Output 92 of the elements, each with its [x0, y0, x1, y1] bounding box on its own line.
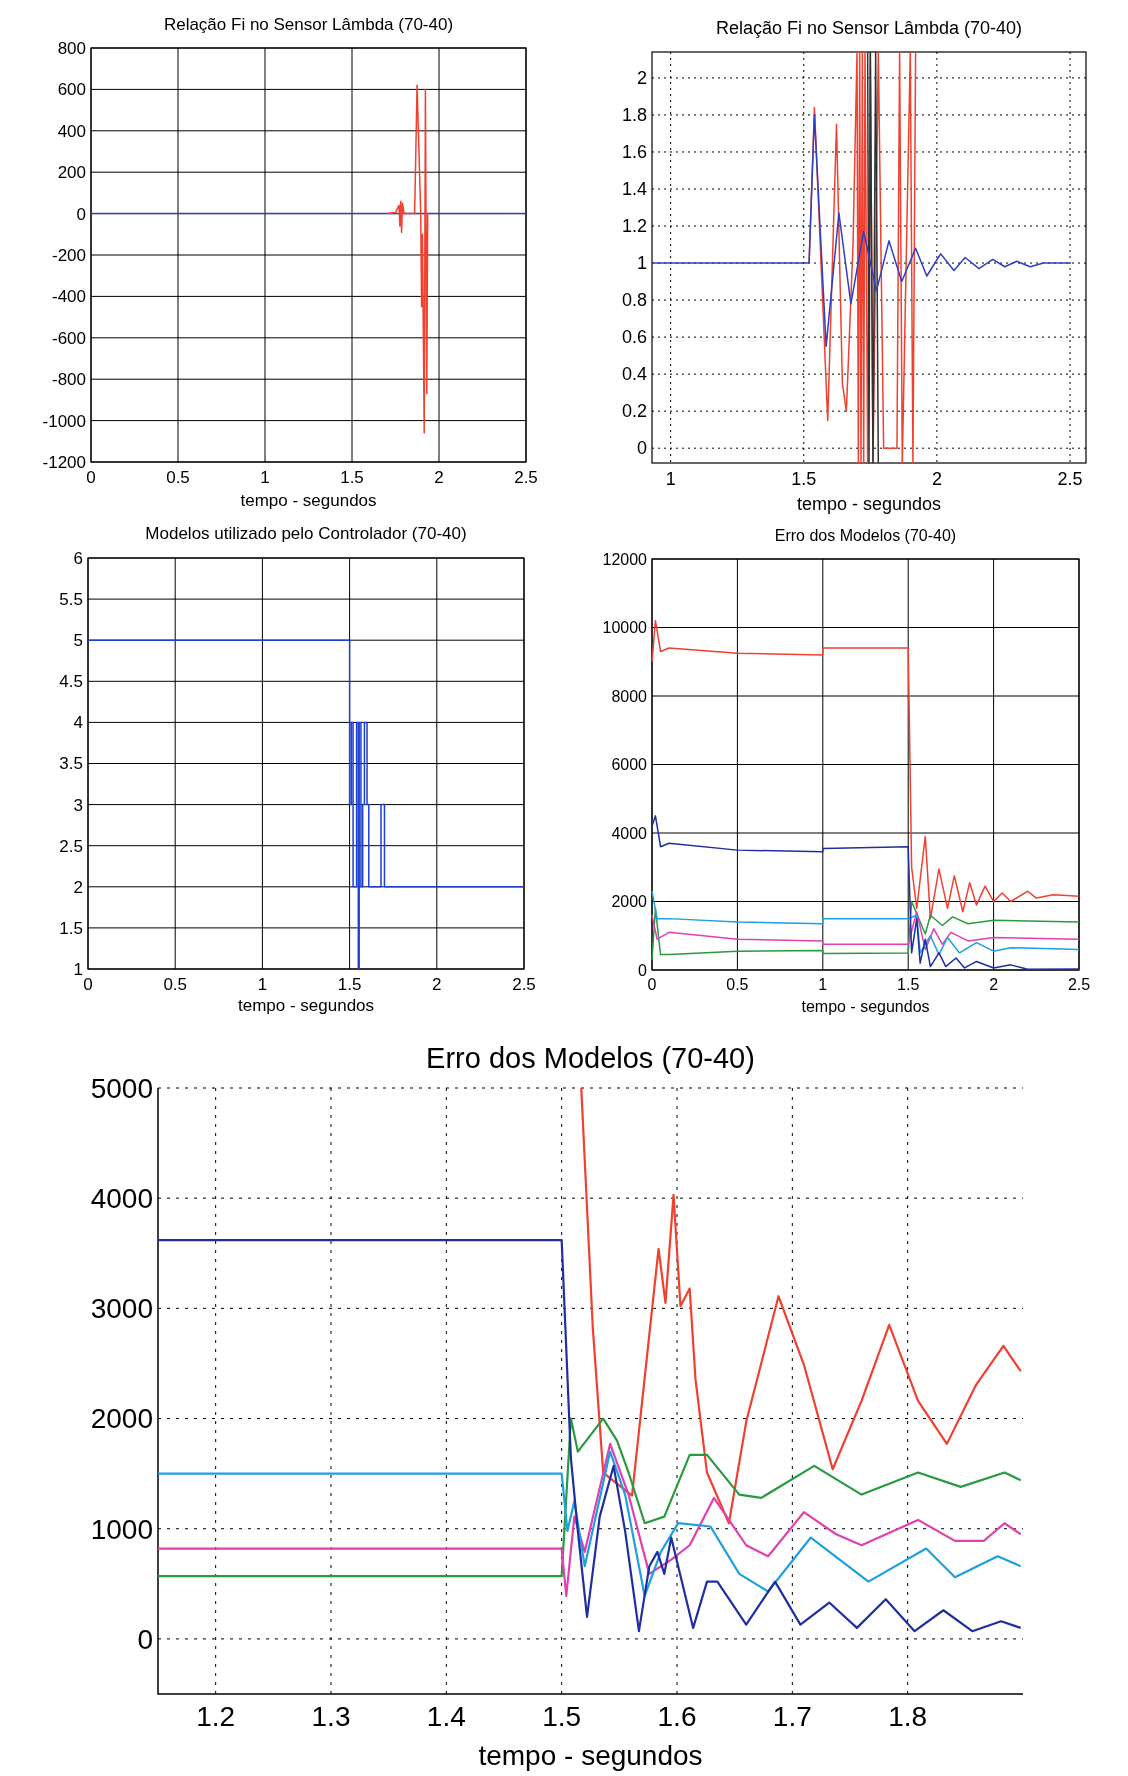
y-tick-label: 5 [73, 631, 83, 651]
y-tick-label: -1000 [42, 411, 86, 431]
line-series [580, 1086, 1022, 1525]
y-tick-label: -1200 [42, 452, 86, 472]
x-axis-title: tempo - segundos [237, 996, 375, 1015]
y-tick-label: 2000 [90, 1403, 153, 1435]
x-tick-label: 1 [260, 468, 270, 487]
y-tick-label: -800 [51, 370, 86, 390]
y-tick-label: 0.4 [621, 364, 647, 385]
y-tick-label: 1000 [90, 1513, 153, 1545]
x-tick-label: 1.5 [340, 468, 364, 487]
y-tick-label: 10000 [602, 619, 648, 637]
line-series [651, 911, 1080, 951]
y-tick-label: 0 [137, 1623, 153, 1655]
y-tick-label: 0.6 [621, 327, 647, 348]
x-axis-title: tempo - segundos [240, 491, 377, 510]
x-tick-label: 1.5 [791, 469, 817, 489]
y-tick-label: 6 [73, 548, 83, 568]
y-tick-label: 4.5 [59, 672, 83, 692]
line-series [651, 114, 1071, 348]
y-tick-label: 800 [57, 38, 86, 58]
x-tick-label: 1.5 [337, 975, 362, 994]
x-tick-label: 2.5 [1067, 976, 1091, 993]
line-series [651, 619, 1080, 920]
y-tick-label: 8000 [611, 687, 648, 705]
y-tick-label: 3000 [90, 1293, 153, 1325]
x-tick-label: 1 [818, 976, 828, 993]
chart-title: Erro dos Modelos (70-40) [774, 527, 957, 544]
y-tick-label: 0 [638, 961, 648, 979]
y-tick-label: 1 [636, 253, 647, 274]
x-tick-label: 0.5 [726, 976, 749, 993]
y-tick-label: 1 [73, 959, 83, 979]
line-series [386, 84, 430, 434]
y-tick-label: 5000 [90, 1072, 153, 1104]
x-tick-label: 2.5 [1057, 469, 1083, 489]
y-tick-label: 3.5 [59, 754, 83, 774]
y-tick-label: 400 [57, 121, 86, 141]
x-tick-label: 2 [931, 469, 942, 489]
x-tick-label: 2 [989, 976, 999, 993]
x-tick-label: 1.3 [311, 1701, 351, 1732]
y-tick-label: -200 [51, 245, 86, 265]
line-series [156, 1417, 1022, 1578]
y-tick-label: 2000 [611, 893, 648, 911]
x-tick-label: 1.6 [657, 1701, 697, 1732]
x-tick-label: 1 [665, 469, 676, 489]
x-tick-label: 1.2 [196, 1701, 236, 1732]
y-tick-label: 4000 [90, 1182, 153, 1214]
x-tick-label: 1.4 [426, 1701, 466, 1732]
y-tick-label: -600 [51, 328, 86, 348]
line-series [651, 900, 1080, 961]
chart-title: Relação Fi no Sensor Lâmbda (70-40) [715, 18, 1023, 38]
y-tick-label: 0 [636, 438, 647, 459]
x-tick-label: 1 [257, 975, 268, 994]
chart-title: Erro dos Modelos (70-40) [426, 1042, 755, 1074]
y-tick-label: 1.2 [621, 216, 647, 237]
y-tick-label: 2.5 [59, 836, 83, 856]
x-tick-label: 1.8 [888, 1701, 928, 1732]
y-tick-label: 0.2 [621, 401, 647, 422]
line-series [651, 890, 1080, 956]
line-series [156, 1238, 1022, 1633]
y-tick-label: 5.5 [59, 590, 83, 610]
y-tick-label: 3 [73, 795, 83, 815]
y-tick-label: 600 [57, 80, 86, 100]
x-tick-label: 2 [432, 975, 442, 994]
chart-title: Relação Fi no Sensor Lâmbda (70-40) [163, 15, 454, 34]
x-axis-title: tempo - segundos [796, 494, 942, 514]
y-tick-label: 2 [73, 877, 83, 897]
y-tick-label: 1.8 [621, 105, 647, 126]
line-series [808, 51, 917, 464]
y-tick-label: 1.5 [59, 918, 83, 938]
y-tick-label: 1.4 [621, 179, 647, 200]
y-tick-label: 4 [73, 713, 83, 733]
y-tick-label: 2 [636, 68, 647, 89]
chart-title: Modelos utilizado pelo Controlador (70-40) [145, 524, 467, 543]
y-tick-label: 200 [57, 163, 86, 183]
x-tick-label: 2 [434, 468, 444, 487]
y-tick-label: 4000 [611, 824, 648, 842]
y-tick-label: 1.6 [621, 142, 647, 163]
x-tick-label: 1.5 [542, 1701, 582, 1732]
y-tick-label: 6000 [611, 756, 648, 774]
y-tick-label: 0.8 [621, 290, 647, 311]
x-tick-label: 2.5 [514, 468, 538, 487]
y-tick-label: 0 [76, 204, 86, 224]
x-axis-title: tempo - segundos [478, 1740, 703, 1771]
x-tick-label: 0.5 [163, 975, 188, 994]
x-tick-label: 2.5 [512, 975, 536, 994]
y-tick-label: 12000 [602, 550, 648, 568]
y-tick-label: -400 [51, 287, 86, 307]
x-tick-label: 1.5 [897, 976, 920, 993]
x-tick-label: 1.7 [772, 1701, 812, 1732]
x-tick-label: 0.5 [166, 468, 190, 487]
x-axis-title: tempo - segundos [801, 998, 930, 1015]
